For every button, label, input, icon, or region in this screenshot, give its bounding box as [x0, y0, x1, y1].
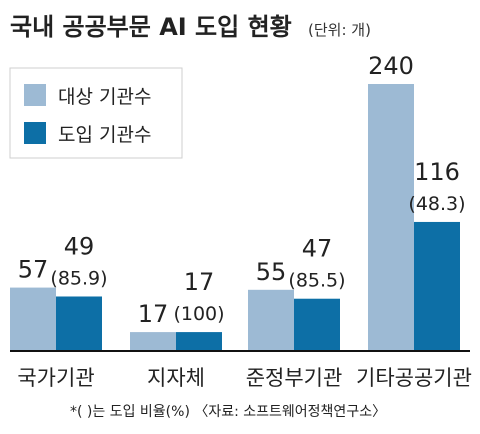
value-label-ratio-2: (85.5)	[288, 270, 345, 292]
category-label-0: 국가기관	[17, 366, 94, 390]
legend-swatch-target	[24, 84, 46, 106]
bar-target-3	[368, 84, 414, 351]
bar-target-1	[130, 332, 176, 351]
bar-adopt-3	[414, 221, 460, 351]
chart-title: 국내 공공부문 AI 도입 현황	[10, 13, 292, 41]
bars	[10, 84, 460, 351]
value-label-target-0: 57	[18, 256, 49, 284]
value-label-target-3: 240	[368, 52, 414, 80]
legend: 대상 기관수 도입 기관수	[9, 67, 183, 159]
value-label-adopt-1: 17	[184, 268, 215, 296]
value-label-ratio-0: (85.9)	[50, 267, 107, 289]
category-labels: 국가기관 지자체 준정부기관 기타공공기관	[17, 366, 472, 390]
category-label-2: 준정부기관	[246, 366, 343, 390]
category-label-1: 지자체	[147, 366, 205, 390]
footnote: *( )는 도입 비율(%) 〈자료: 소프트웨어정책연구소〉	[70, 404, 386, 420]
legend-box	[9, 67, 183, 159]
bar-adopt-0	[56, 296, 102, 351]
value-label-target-2: 55	[256, 258, 287, 286]
value-label-adopt-2: 47	[302, 235, 333, 263]
legend-label-adopt: 도입 기관수	[58, 124, 151, 146]
value-label-target-1: 17	[138, 300, 169, 328]
category-label-3: 기타공공기관	[356, 366, 472, 390]
legend-label-target: 대상 기관수	[58, 86, 151, 108]
value-label-ratio-3: (48.3)	[408, 193, 465, 215]
value-labels: 5749(85.9)1717(100)5547(85.5)240116(48.3…	[18, 52, 466, 328]
bar-target-2	[248, 289, 294, 351]
bar-target-0	[10, 287, 56, 351]
bar-adopt-1	[176, 332, 222, 351]
value-label-adopt-0: 49	[64, 232, 95, 260]
value-label-adopt-3: 116	[414, 158, 460, 186]
bar-adopt-2	[294, 298, 340, 351]
value-label-ratio-1: (100)	[173, 303, 224, 325]
legend-swatch-adopt	[24, 122, 46, 144]
chart-unit: (단위: 개)	[308, 21, 371, 39]
